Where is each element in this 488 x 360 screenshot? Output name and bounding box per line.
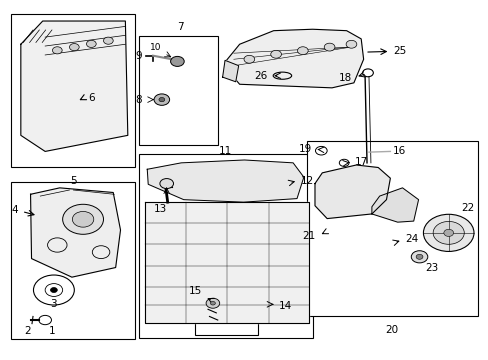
Polygon shape [21,21,127,152]
Text: 8: 8 [135,95,141,105]
Bar [139,154,312,338]
Text: 24: 24 [404,234,417,244]
Circle shape [159,98,164,102]
Bar [306,141,477,316]
Circle shape [103,37,113,44]
Bar [11,182,135,339]
Text: 16: 16 [392,147,405,157]
Circle shape [69,44,79,51]
Text: 20: 20 [385,325,398,335]
Circle shape [210,301,215,305]
Polygon shape [222,60,238,82]
Text: 1: 1 [48,327,55,337]
Text: 26: 26 [254,71,267,81]
Text: 6: 6 [88,93,94,103]
Circle shape [244,55,254,63]
Circle shape [415,254,422,259]
Polygon shape [144,202,308,323]
Text: 25: 25 [392,46,406,57]
Circle shape [410,251,427,263]
Circle shape [170,57,184,66]
Circle shape [154,94,169,105]
Circle shape [270,50,281,58]
Bar [195,281,258,336]
Circle shape [205,298,219,308]
Text: 9: 9 [136,51,142,61]
Bar [11,14,135,167]
Polygon shape [371,188,418,222]
Circle shape [297,47,307,55]
Text: 17: 17 [354,157,367,167]
Text: 13: 13 [154,204,167,214]
Circle shape [50,288,57,293]
Text: 23: 23 [425,263,438,273]
Circle shape [432,221,463,244]
Polygon shape [147,160,303,202]
Bar [139,36,217,145]
Text: 5: 5 [70,176,77,186]
Circle shape [86,40,96,48]
Circle shape [443,229,453,237]
Text: 21: 21 [302,231,315,242]
Circle shape [324,43,334,51]
Polygon shape [224,29,363,88]
Text: 4: 4 [12,205,19,215]
Circle shape [346,40,356,48]
Text: 19: 19 [298,144,311,154]
Circle shape [423,214,473,251]
Text: 11: 11 [219,146,232,156]
Text: 15: 15 [188,287,201,296]
Text: 2: 2 [24,327,31,337]
Text: 12: 12 [300,176,313,186]
Text: 10: 10 [150,43,162,52]
Text: 22: 22 [460,203,473,213]
Polygon shape [30,188,120,277]
Circle shape [72,211,94,227]
Text: 18: 18 [339,73,352,83]
Text: 14: 14 [278,301,291,311]
Polygon shape [314,165,389,219]
Circle shape [160,179,173,189]
Circle shape [62,204,103,234]
Circle shape [52,47,62,54]
Text: 3: 3 [50,298,57,309]
Text: 7: 7 [177,22,183,32]
